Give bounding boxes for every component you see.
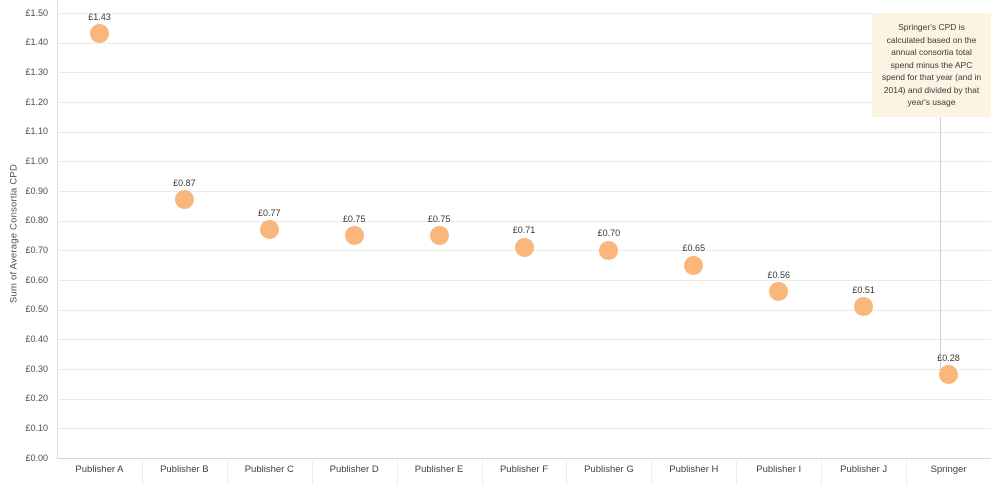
column-divider bbox=[481, 461, 483, 485]
gridline bbox=[57, 369, 991, 370]
y-axis-tick-label: £1.30 bbox=[25, 66, 48, 77]
gridline bbox=[57, 13, 991, 14]
data-point[interactable] bbox=[259, 220, 279, 240]
gridline bbox=[57, 102, 991, 103]
gridline bbox=[57, 280, 991, 281]
column-divider bbox=[736, 461, 738, 485]
data-point-label: £1.43 bbox=[88, 11, 111, 22]
data-point-label: £0.70 bbox=[597, 228, 621, 239]
gridline bbox=[57, 220, 991, 222]
y-axis-tick-label: £1.40 bbox=[25, 37, 48, 48]
annotation-text: Springer's CPD is calculated based on th… bbox=[881, 21, 982, 108]
y-axis-tick-label: £1.50 bbox=[25, 7, 48, 18]
y-axis-tick-label: £0.10 bbox=[25, 422, 48, 433]
data-point[interactable] bbox=[344, 226, 364, 245]
y-axis-tick-label: £0.30 bbox=[25, 363, 48, 374]
y-axis-tick-label: £0.80 bbox=[25, 215, 48, 226]
x-axis-line bbox=[57, 458, 991, 459]
data-point-label: £0.71 bbox=[512, 225, 536, 236]
y-axis-tick-label: £0.50 bbox=[25, 304, 48, 315]
data-point-label: £0.87 bbox=[173, 177, 196, 188]
data-point-label: £0.65 bbox=[682, 243, 706, 254]
data-point[interactable] bbox=[429, 226, 449, 245]
gridline bbox=[57, 161, 991, 163]
y-axis-line bbox=[57, 0, 58, 458]
x-axis-label: Publisher J bbox=[840, 464, 888, 475]
gridline bbox=[57, 72, 991, 74]
data-point-label: £0.51 bbox=[852, 284, 875, 295]
column-divider bbox=[311, 461, 313, 485]
x-axis-label: Publisher H bbox=[669, 464, 719, 475]
x-axis-label: Publisher D bbox=[329, 464, 379, 475]
data-point-label: £0.77 bbox=[258, 207, 281, 218]
column-divider bbox=[141, 461, 143, 485]
y-axis-tick-label: £0.60 bbox=[25, 274, 48, 285]
x-axis-label: Publisher F bbox=[499, 464, 549, 475]
data-point[interactable] bbox=[684, 255, 704, 275]
y-axis-tick-label: £0.70 bbox=[25, 244, 48, 255]
gridline bbox=[57, 42, 991, 44]
data-point[interactable] bbox=[854, 297, 874, 317]
gridline bbox=[57, 428, 991, 430]
y-axis-tick-label: £0.90 bbox=[25, 185, 48, 196]
data-point-label: £0.75 bbox=[427, 213, 451, 224]
x-axis-label: Publisher G bbox=[584, 464, 634, 475]
data-point[interactable] bbox=[514, 237, 534, 257]
y-axis-tick-label: £0.40 bbox=[25, 333, 48, 344]
column-divider bbox=[651, 461, 653, 485]
x-axis-label: Publisher B bbox=[160, 464, 209, 475]
x-axis-label: Springer bbox=[930, 464, 967, 475]
column-divider bbox=[396, 461, 398, 485]
gridline bbox=[57, 131, 991, 133]
x-axis-label: Publisher I bbox=[756, 464, 802, 475]
column-divider bbox=[906, 461, 908, 485]
annotation-box: Springer's CPD is calculated based on th… bbox=[872, 13, 991, 117]
data-point[interactable] bbox=[939, 365, 959, 385]
data-point[interactable] bbox=[174, 190, 194, 210]
x-axis-label: Publisher A bbox=[75, 464, 124, 475]
column-divider bbox=[226, 461, 228, 485]
x-axis-label: Publisher C bbox=[244, 464, 294, 475]
data-point-label: £0.56 bbox=[767, 269, 790, 280]
data-point-label: £0.75 bbox=[342, 213, 366, 224]
annotation-connector-line bbox=[940, 117, 941, 371]
gridline bbox=[57, 339, 991, 341]
y-axis-tick-label: £1.10 bbox=[25, 126, 48, 137]
y-axis-tick-label: £1.20 bbox=[25, 96, 48, 107]
data-point[interactable] bbox=[769, 282, 789, 302]
x-axis-label: Publisher E bbox=[414, 464, 464, 475]
data-point[interactable] bbox=[89, 24, 109, 44]
y-axis-tick-label: £0.00 bbox=[25, 452, 48, 463]
gridline bbox=[57, 398, 991, 400]
data-point[interactable] bbox=[599, 240, 619, 260]
gridline bbox=[57, 191, 991, 192]
column-divider bbox=[566, 461, 568, 485]
y-axis-tick-label: £0.20 bbox=[25, 393, 48, 404]
column-divider bbox=[821, 461, 823, 485]
y-axis-tick-label: £1.00 bbox=[25, 155, 48, 166]
gridline bbox=[57, 309, 991, 311]
data-point-label: £0.28 bbox=[937, 352, 960, 363]
